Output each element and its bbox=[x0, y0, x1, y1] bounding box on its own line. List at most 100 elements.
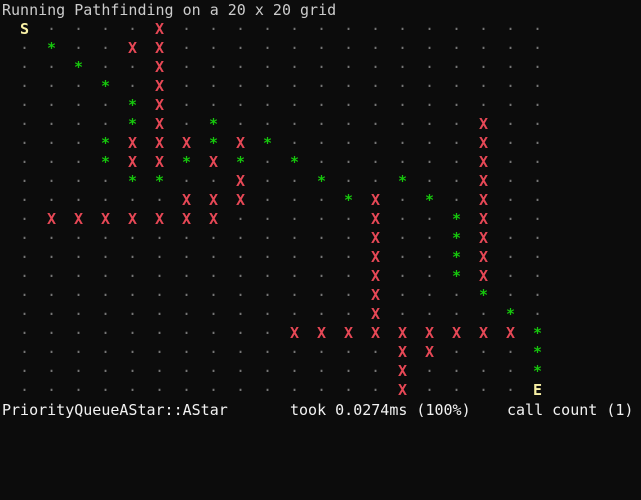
grid-cell-empty: · bbox=[154, 267, 165, 285]
grid-cell-empty: · bbox=[127, 343, 138, 361]
grid-cell-empty: · bbox=[46, 172, 57, 190]
grid-cell-wall: X bbox=[154, 153, 165, 171]
grid-cell-empty: · bbox=[100, 343, 111, 361]
timing-result: took 0.0274ms (100%) bbox=[290, 401, 471, 419]
grid-cell-empty: · bbox=[343, 96, 354, 114]
grid-cell-empty: · bbox=[505, 210, 516, 228]
grid-cell-path: * bbox=[181, 153, 192, 171]
grid-cell-empty: · bbox=[208, 39, 219, 57]
grid-cell-empty: · bbox=[73, 286, 84, 304]
grid-cell-wall: X bbox=[370, 324, 381, 342]
grid-cell-empty: · bbox=[46, 362, 57, 380]
grid-cell-empty: · bbox=[19, 267, 30, 285]
grid-cell-empty: · bbox=[397, 39, 408, 57]
grid-cell-wall: X bbox=[370, 191, 381, 209]
grid-cell-wall: X bbox=[181, 210, 192, 228]
grid-cell-empty: · bbox=[370, 153, 381, 171]
grid-cell-path: * bbox=[424, 191, 435, 209]
grid-cell-empty: · bbox=[181, 20, 192, 38]
grid-cell-empty: · bbox=[289, 96, 300, 114]
grid-cell-empty: · bbox=[505, 267, 516, 285]
grid-cell-empty: · bbox=[46, 229, 57, 247]
grid-cell-empty: · bbox=[262, 229, 273, 247]
grid-cell-empty: · bbox=[343, 39, 354, 57]
grid-cell-empty: · bbox=[181, 58, 192, 76]
grid-cell-empty: · bbox=[532, 267, 543, 285]
grid-cell-empty: · bbox=[505, 96, 516, 114]
grid-cell-empty: · bbox=[370, 20, 381, 38]
grid-cell-wall: X bbox=[370, 286, 381, 304]
grid-cell-empty: · bbox=[424, 267, 435, 285]
grid-cell-empty: · bbox=[100, 248, 111, 266]
grid-cell-wall: X bbox=[154, 58, 165, 76]
grid-cell-empty: · bbox=[343, 115, 354, 133]
grid-cell-empty: · bbox=[343, 286, 354, 304]
grid-cell-empty: · bbox=[262, 286, 273, 304]
grid-cell-empty: · bbox=[73, 77, 84, 95]
grid-cell-empty: · bbox=[289, 115, 300, 133]
grid-cell-empty: · bbox=[289, 305, 300, 323]
grid-cell-empty: · bbox=[208, 286, 219, 304]
grid-cell-empty: · bbox=[100, 115, 111, 133]
grid-cell-empty: · bbox=[505, 153, 516, 171]
grid-cell-empty: · bbox=[424, 286, 435, 304]
grid-cell-empty: · bbox=[424, 248, 435, 266]
grid-cell-empty: · bbox=[235, 96, 246, 114]
grid-cell-empty: · bbox=[289, 381, 300, 399]
grid-cell-path: * bbox=[451, 267, 462, 285]
grid-cell-empty: · bbox=[73, 305, 84, 323]
grid-cell-empty: · bbox=[451, 305, 462, 323]
grid-cell-empty: · bbox=[46, 305, 57, 323]
grid-cell-empty: · bbox=[208, 305, 219, 323]
grid-cell-empty: · bbox=[343, 305, 354, 323]
grid-cell-path: * bbox=[478, 286, 489, 304]
grid-cell-path: * bbox=[154, 172, 165, 190]
grid-cell-empty: · bbox=[343, 343, 354, 361]
grid-cell-empty: · bbox=[235, 362, 246, 380]
grid-cell-empty: · bbox=[154, 229, 165, 247]
grid-cell-path: * bbox=[532, 324, 543, 342]
grid-cell-empty: · bbox=[19, 172, 30, 190]
grid-cell-empty: · bbox=[505, 58, 516, 76]
grid-cell-wall: X bbox=[127, 134, 138, 152]
grid-cell-empty: · bbox=[46, 134, 57, 152]
grid-cell-empty: · bbox=[208, 229, 219, 247]
grid-cell-empty: · bbox=[100, 362, 111, 380]
grid-cell-empty: · bbox=[343, 362, 354, 380]
grid-cell-empty: · bbox=[478, 39, 489, 57]
grid-cell-empty: · bbox=[424, 20, 435, 38]
grid-cell-wall: X bbox=[343, 324, 354, 342]
grid-cell-empty: · bbox=[343, 381, 354, 399]
grid-cell-empty: · bbox=[505, 134, 516, 152]
grid-cell-empty: · bbox=[73, 115, 84, 133]
grid-cell-wall: X bbox=[397, 343, 408, 361]
grid-cell-empty: · bbox=[154, 305, 165, 323]
grid-cell-empty: · bbox=[451, 172, 462, 190]
grid-cell-empty: · bbox=[19, 381, 30, 399]
grid-cell-empty: · bbox=[532, 96, 543, 114]
grid-cell-empty: · bbox=[127, 324, 138, 342]
grid-cell-empty: · bbox=[73, 248, 84, 266]
grid-cell-empty: · bbox=[370, 381, 381, 399]
grid-cell-empty: · bbox=[424, 39, 435, 57]
grid-cell-empty: · bbox=[478, 58, 489, 76]
grid-cell-wall: X bbox=[370, 229, 381, 247]
grid-cell-empty: · bbox=[451, 115, 462, 133]
grid-cell-empty: · bbox=[100, 96, 111, 114]
grid-cell-wall: X bbox=[154, 134, 165, 152]
grid-cell-empty: · bbox=[46, 381, 57, 399]
grid-cell-empty: · bbox=[181, 248, 192, 266]
grid-cell-empty: · bbox=[532, 20, 543, 38]
grid-cell-empty: · bbox=[289, 362, 300, 380]
grid-cell-empty: · bbox=[316, 58, 327, 76]
grid-cell-empty: · bbox=[397, 134, 408, 152]
grid-cell-empty: · bbox=[46, 324, 57, 342]
grid-cell-empty: · bbox=[289, 286, 300, 304]
grid-cell-empty: · bbox=[343, 20, 354, 38]
grid-cell-path: * bbox=[505, 305, 516, 323]
grid-cell-empty: · bbox=[127, 191, 138, 209]
grid-cell-empty: · bbox=[532, 153, 543, 171]
grid-cell-empty: · bbox=[46, 115, 57, 133]
grid-cell-empty: · bbox=[316, 210, 327, 228]
grid-cell-empty: · bbox=[73, 362, 84, 380]
